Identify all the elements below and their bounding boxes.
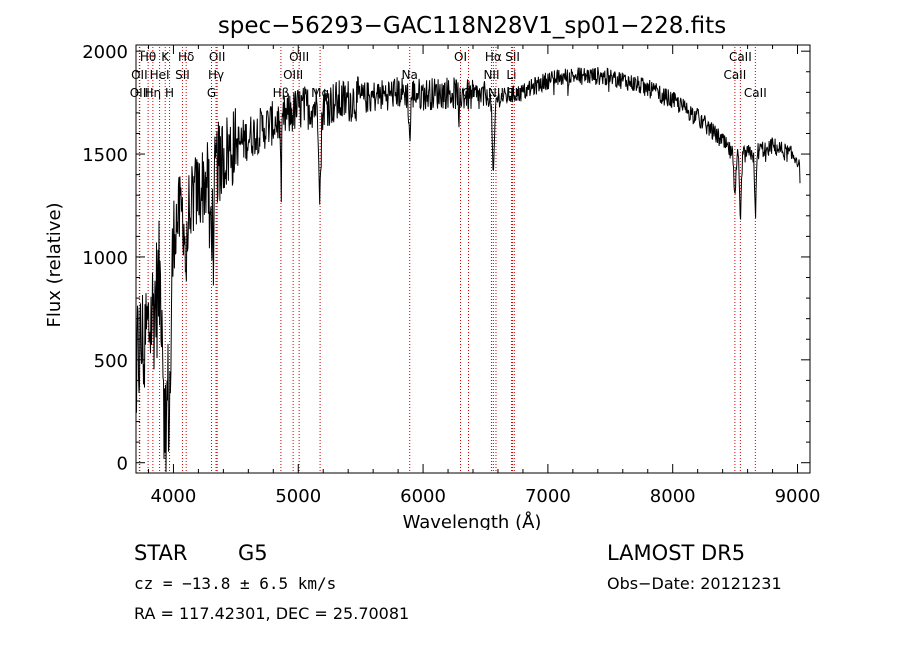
spectrum-line (135, 67, 801, 473)
object-subclass: G5 (238, 541, 268, 565)
spectral-line-label: Hγ (208, 68, 224, 82)
observation-date: Obs−Date: 20121231 (607, 574, 782, 593)
x-tick-label: 4000 (151, 486, 197, 507)
spectral-line-label: CaII (729, 50, 752, 64)
redshift-value: cz = −13.8 ± 6.5 km/s (134, 574, 337, 593)
spectral-line-label: HeI (150, 68, 170, 82)
y-axis-label: Flux (relative) (44, 202, 65, 327)
y-tick-label: 0 (117, 454, 128, 475)
coordinates: RA = 117.42301, DEC = 25.70081 (134, 604, 410, 623)
spectral-line-label: Li (506, 68, 516, 82)
spectral-line-label: OI (454, 50, 467, 64)
spectral-line-label: Hη (145, 86, 162, 100)
spectral-line-label: OIII (283, 68, 303, 82)
spectrum-chart: spec−56293−GAC118N28V1_sp01−228.fits Hθ K… (44, 13, 820, 530)
y-tick-label: 2000 (82, 42, 128, 63)
spectral-line-label: Hθ (140, 50, 156, 64)
spectral-line-label: OII (209, 50, 226, 64)
spectral-line-label: Hα (485, 50, 502, 64)
spectral-line-label: Na (402, 68, 418, 82)
spectral-line-label: OIII (130, 86, 150, 100)
x-tick-label: 6000 (400, 486, 446, 507)
spectral-line-label: SII (175, 68, 190, 82)
spectral-line-label: Hβ (273, 86, 290, 100)
spectral-line-label: K (161, 50, 170, 64)
survey-name: LAMOST DR5 (607, 541, 746, 565)
spectral-line-label: G (207, 86, 216, 100)
y-tick-label: 1000 (82, 248, 128, 269)
y-tick-label: 500 (94, 351, 128, 372)
spectral-line-label: Hδ (178, 50, 194, 64)
x-tick-label: 5000 (275, 486, 321, 507)
y-tick-label: 1500 (82, 145, 128, 166)
spectral-line-label: SII (505, 50, 520, 64)
object-class: STAR (134, 541, 188, 565)
x-tick-label: 9000 (775, 486, 821, 507)
x-axis-label: Wavelength (Å) (403, 511, 542, 530)
spectral-line-label: NII (488, 86, 504, 100)
x-tick-label: 8000 (650, 486, 696, 507)
spectral-line-label: OIII (289, 50, 309, 64)
plot-frame (135, 44, 811, 474)
spectral-line-label: CaII (723, 68, 746, 82)
spectrum-trace (135, 67, 801, 473)
spectral-line-label: H (165, 86, 174, 100)
spectral-line-label: CaII (744, 86, 767, 100)
spectral-line-label: NII (483, 68, 499, 82)
axis-ticks: 4000 5000 6000 7000 8000 9000 0 500 1000 1500 2000 (82, 42, 820, 507)
chart-title: spec−56293−GAC118N28V1_sp01−228.fits (218, 13, 726, 39)
x-tick-label: 7000 (525, 486, 571, 507)
